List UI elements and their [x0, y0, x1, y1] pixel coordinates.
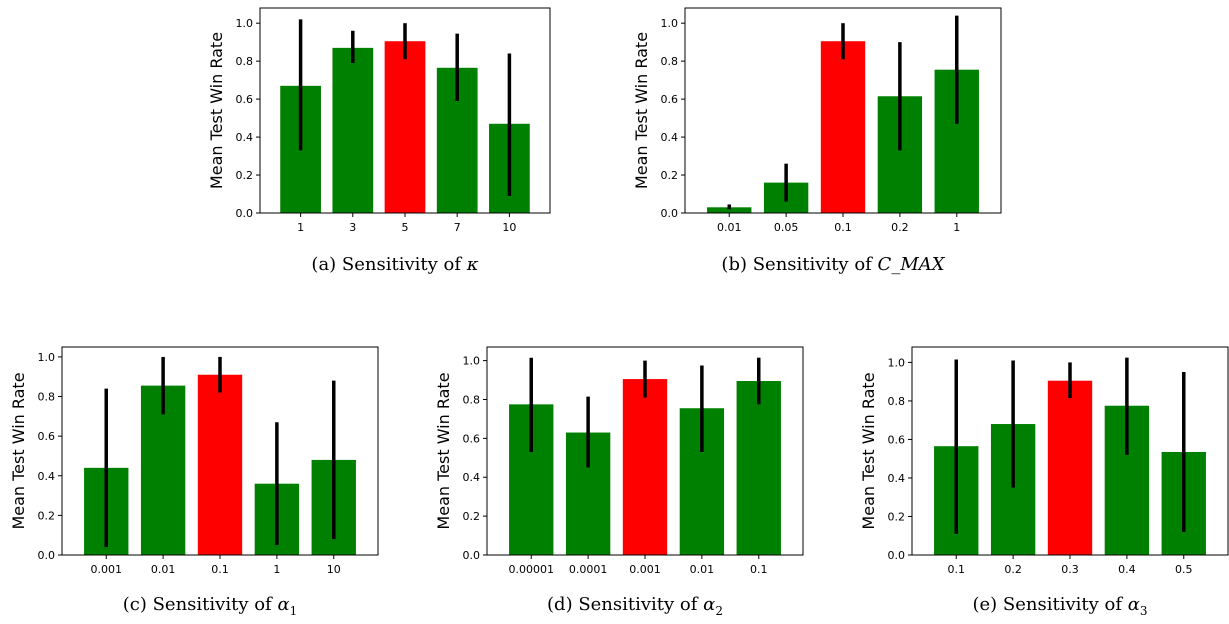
panel-e: 0.0 0.2 0.4 0.6 0.8 1.0 0.1 0.2 0.3 0.4 0.5 Mean Te…: [859, 346, 1229, 618]
bar-d-0p1: [736, 381, 781, 555]
ytick-label-c-3: 0.6: [38, 430, 56, 443]
ytick-label-c-1: 0.2: [38, 509, 56, 522]
bar-c-0p1: [197, 374, 243, 555]
bar-d-0p001: [622, 379, 668, 555]
ytick-label-d-0: 0.0: [463, 549, 481, 562]
xtick-label-a-4: 10: [502, 221, 516, 234]
ytick-label-e-3: 0.6: [888, 433, 906, 446]
xtick-label-a-2: 5: [402, 221, 409, 234]
xtick-label-a-3: 7: [454, 221, 461, 234]
ytick-label-c-2: 0.4: [38, 470, 56, 483]
ytick-label-b-0: 0.0: [661, 207, 679, 220]
ytick-label-d-4: 0.8: [463, 393, 481, 406]
ytick-label-b-5: 1.0: [661, 17, 679, 30]
xtick-label-c-0: 0.001: [90, 563, 122, 576]
ytick-label-b-1: 0.2: [661, 169, 679, 182]
xtick-label-c-2: 0.1: [211, 563, 229, 576]
xtick-label-b-2: 0.1: [834, 221, 852, 234]
bar-b-0p1: [820, 41, 866, 214]
xtick-label-d-2: 0.001: [629, 563, 661, 576]
ytick-label-e-4: 0.8: [888, 395, 906, 408]
ytick-label-c-4: 0.8: [38, 391, 56, 404]
xtick-label-c-4: 10: [327, 563, 341, 576]
caption-b: (b) Sensitivity of C_MAX: [721, 254, 945, 275]
xtick-label-a-0: 1: [297, 221, 304, 234]
ylabel-c: Mean Test Win Rate: [9, 372, 28, 529]
ytick-label-b-3: 0.6: [661, 93, 679, 106]
ytick-label-e-1: 0.2: [888, 510, 906, 523]
ytick-label-d-5: 1.0: [463, 355, 481, 368]
ytick-label-d-2: 0.4: [463, 471, 481, 484]
xtick-label-e-1: 0.2: [1004, 563, 1022, 576]
xtick-label-d-0: 0.00001: [508, 563, 554, 576]
bar-b-0p01: [707, 207, 752, 213]
xtick-label-d-3: 0.01: [690, 563, 715, 576]
caption-d: (d) Sensitivity of α2: [547, 594, 723, 618]
ytick-label-a-2: 0.4: [236, 131, 254, 144]
caption-e: (e) Sensitivity of α3: [972, 594, 1147, 618]
ytick-label-a-5: 1.0: [236, 17, 254, 30]
ytick-label-c-0: 0.0: [38, 549, 56, 562]
xtick-label-e-2: 0.3: [1061, 563, 1079, 576]
panel-a: 0.0 0.2 0.4 0.6 0.8 1.0 1 3 5 7 10 Mean Test Win Ra…: [207, 7, 551, 275]
panel-b: 0.0 0.2 0.4 0.6 0.8 1.0 0.01 0.05 0.1 0.2 1 Mean Te…: [632, 7, 1002, 275]
xtick-label-e-3: 0.4: [1118, 563, 1136, 576]
ytick-label-a-4: 0.8: [236, 55, 254, 68]
xtick-label-c-1: 0.01: [151, 563, 176, 576]
bar-e-0p3: [1047, 380, 1093, 555]
ytick-label-e-5: 1.0: [888, 356, 906, 369]
ytick-label-c-5: 1.0: [38, 351, 56, 364]
ytick-label-e-2: 0.4: [888, 472, 906, 485]
caption-c: (c) Sensitivity of α1: [123, 594, 297, 618]
ytick-label-d-3: 0.6: [463, 432, 481, 445]
ytick-label-d-1: 0.2: [463, 510, 481, 523]
xtick-label-b-4: 1: [953, 221, 960, 234]
ylabel-a: Mean Test Win Rate: [207, 32, 226, 189]
ytick-label-b-4: 0.8: [661, 55, 679, 68]
caption-a: (a) Sensitivity of κ: [311, 254, 478, 275]
xtick-label-b-0: 0.01: [717, 221, 742, 234]
bar-a-3: [332, 47, 374, 213]
xtick-label-a-1: 3: [349, 221, 356, 234]
bar-a-5: [384, 41, 426, 214]
panel-d: 0.0 0.2 0.4 0.6 0.8 1.0 0.00001 0.0001 0.001 0.01…: [434, 346, 804, 618]
ytick-label-a-3: 0.6: [236, 93, 254, 106]
ytick-label-b-2: 0.4: [661, 131, 679, 144]
ylabel-e: Mean Test Win Rate: [859, 372, 878, 529]
xtick-label-d-4: 0.1: [750, 563, 768, 576]
xtick-label-b-1: 0.05: [774, 221, 799, 234]
xtick-label-e-4: 0.5: [1175, 563, 1193, 576]
ytick-label-a-0: 0.0: [236, 207, 254, 220]
ylabel-d: Mean Test Win Rate: [434, 372, 453, 529]
panel-c: 0.0 0.2 0.4 0.6 0.8 1.0 0.001 0.01 0.1 1 10 Mean Te…: [9, 346, 379, 618]
ytick-label-a-1: 0.2: [236, 169, 254, 182]
xtick-label-d-1: 0.0001: [569, 563, 608, 576]
xtick-label-c-3: 1: [273, 563, 280, 576]
ylabel-b: Mean Test Win Rate: [632, 32, 651, 189]
xtick-label-b-3: 0.2: [891, 221, 909, 234]
xtick-label-e-0: 0.1: [947, 563, 965, 576]
ytick-label-e-0: 0.0: [888, 549, 906, 562]
